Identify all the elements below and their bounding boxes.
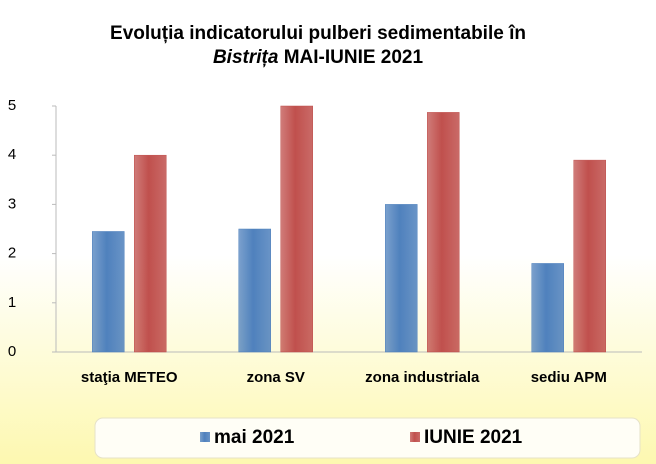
chart-title: Evoluția indicatorului pulberi sedimenta… (110, 23, 526, 44)
x-tick-label: sediu APM (531, 369, 607, 386)
bar (238, 228, 271, 353)
y-tick-label: 2 (8, 245, 16, 262)
bar (134, 154, 167, 353)
y-tick-label: 4 (8, 146, 16, 163)
chart-title: Bistrița MAI-IUNIE 2021 (213, 47, 424, 68)
legend-label: mai 2021 (214, 427, 295, 448)
x-tick-label: zona industriala (365, 369, 480, 386)
legend-box (94, 417, 641, 459)
bar (385, 204, 418, 353)
title-italic: Bistrița (213, 47, 279, 68)
bar (531, 263, 564, 353)
x-tick-label: zona SV (247, 369, 305, 386)
bar (573, 159, 606, 353)
title-rest: MAI-IUNIE 2021 (284, 47, 424, 68)
y-tick-label: 3 (8, 195, 16, 212)
bar (427, 112, 460, 353)
bar (92, 231, 125, 353)
y-tick-label: 0 (8, 343, 16, 360)
x-tick-label: staţia METEO (81, 369, 178, 386)
legend-label: IUNIE 2021 (424, 427, 523, 448)
legend-swatch (200, 432, 210, 442)
legend-swatch (410, 432, 420, 442)
y-tick-label: 1 (8, 294, 16, 311)
y-tick-label: 5 (8, 97, 16, 114)
bar (280, 105, 313, 353)
